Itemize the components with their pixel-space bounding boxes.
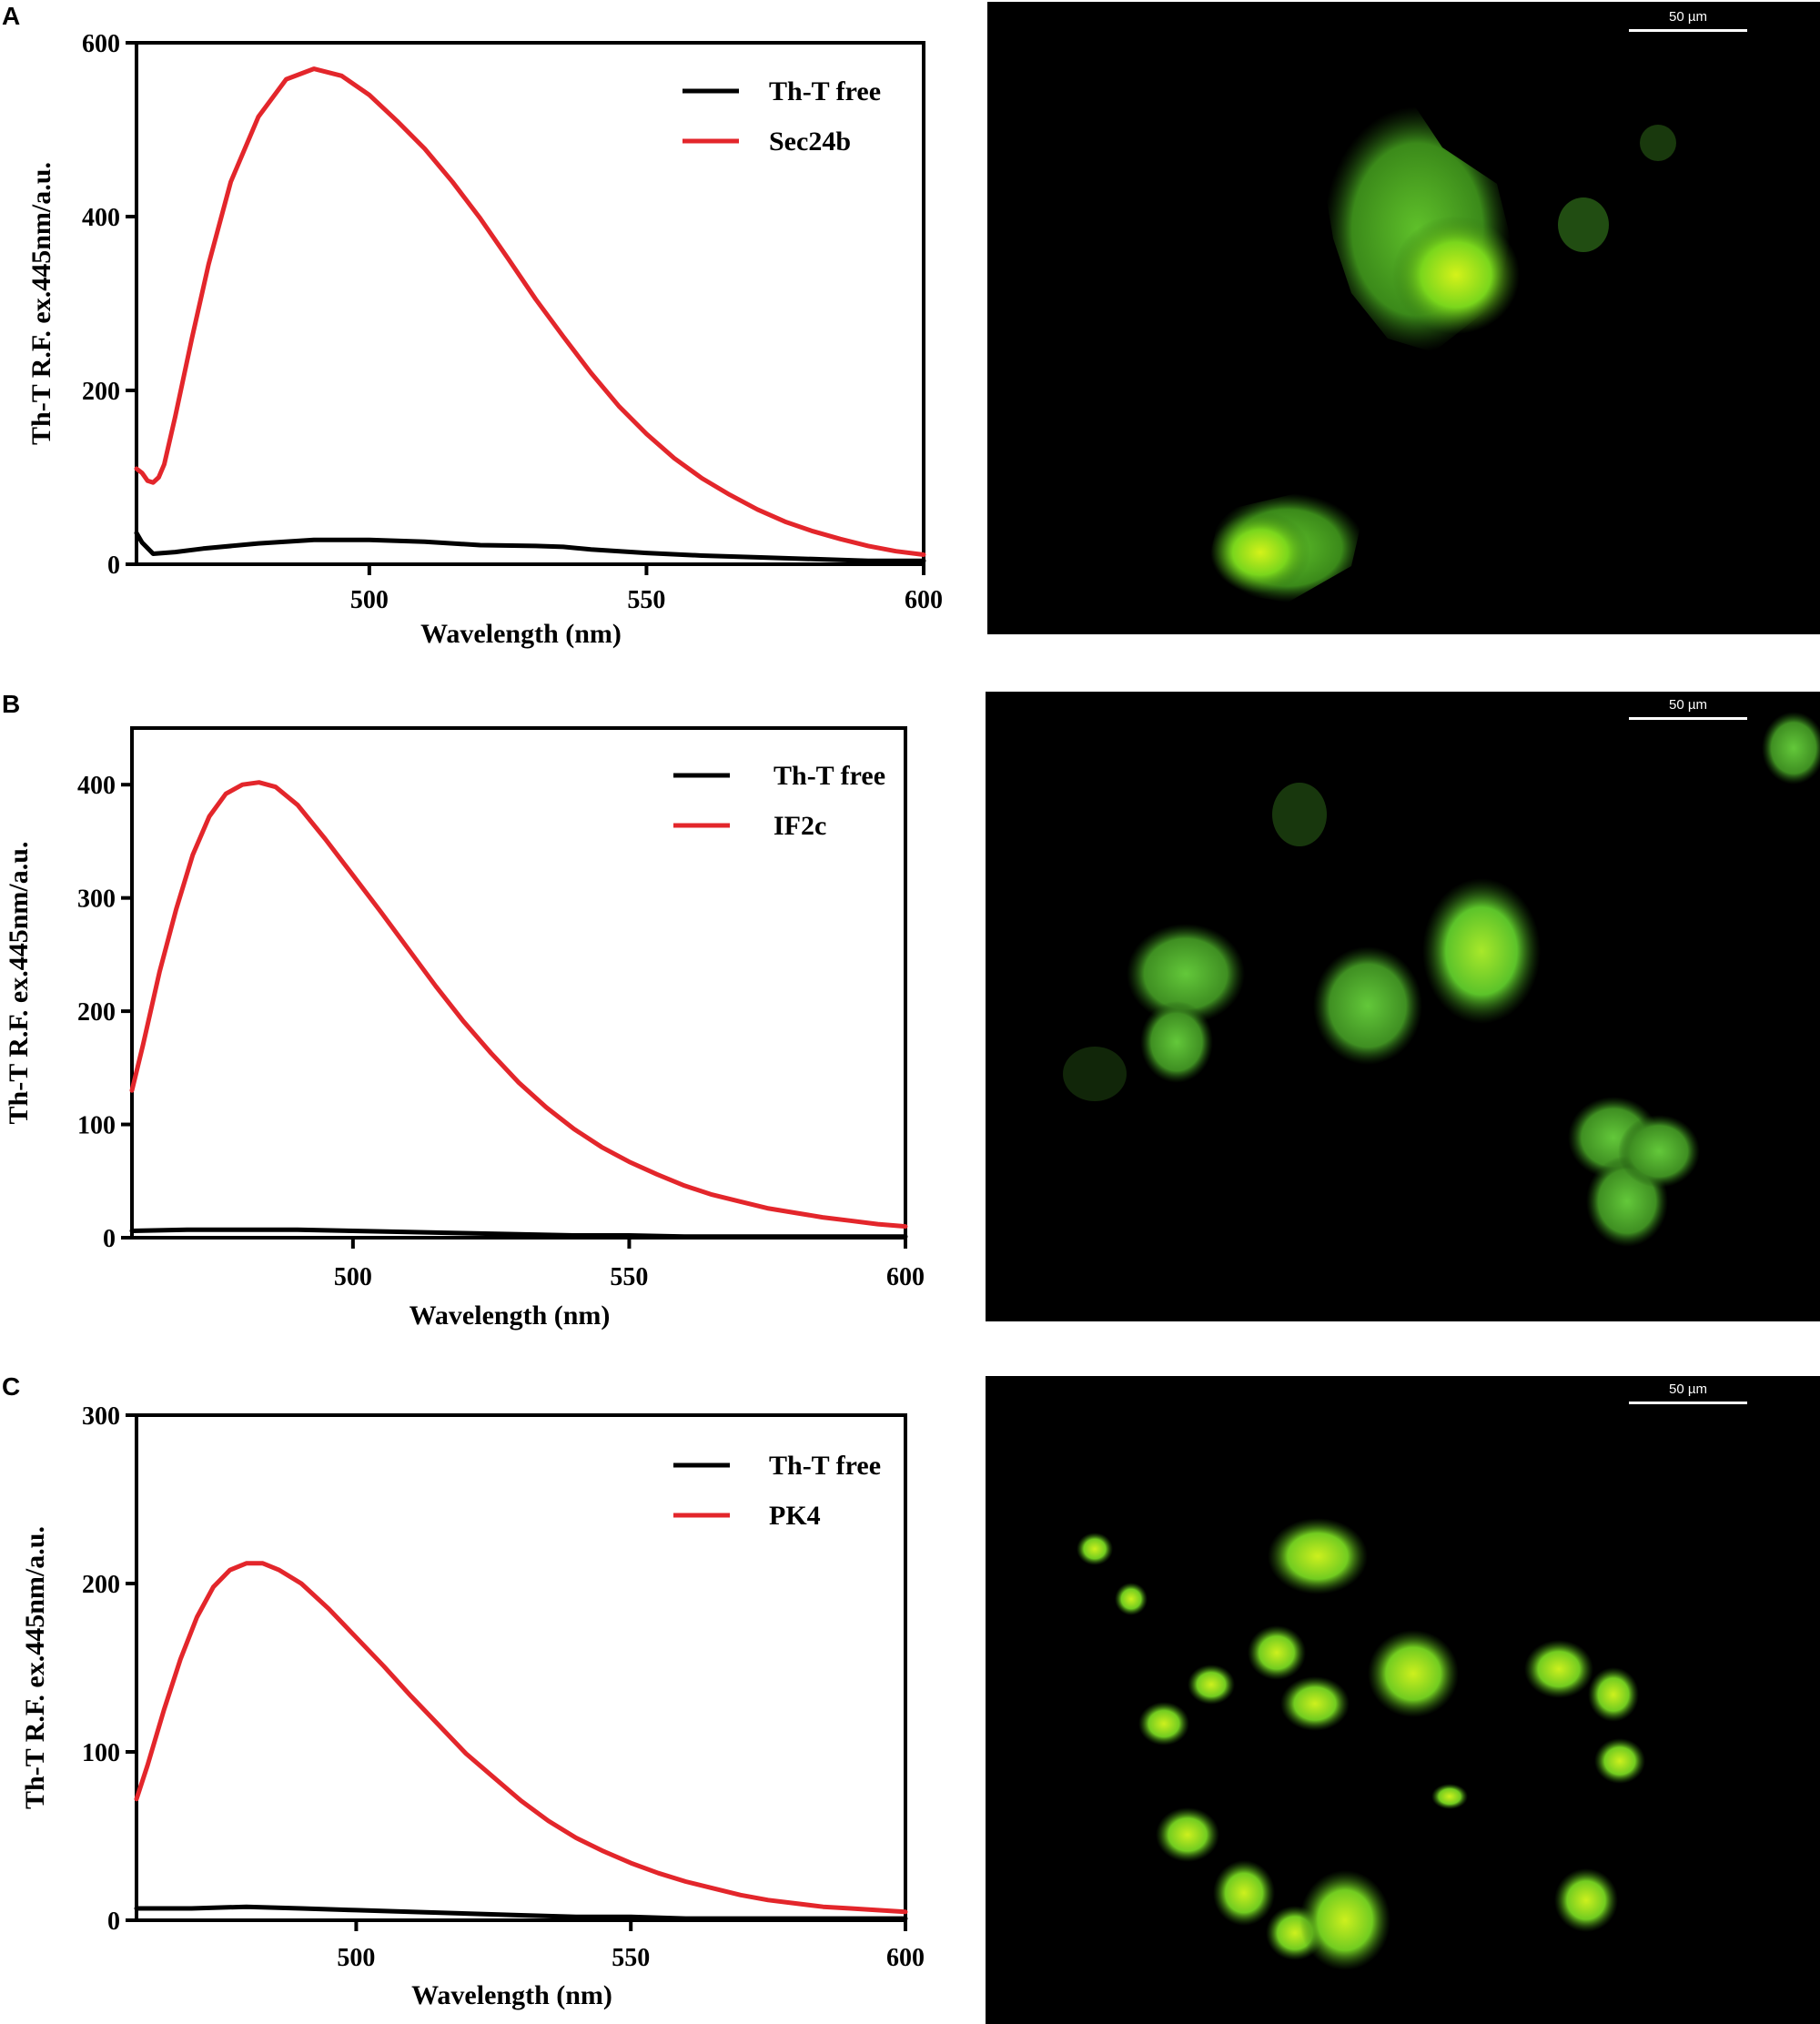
x-tick-label: 550 (612, 1944, 650, 1972)
y-tick-label: 400 (77, 772, 116, 800)
x-tick-label: 600 (886, 1944, 925, 1972)
series-line-th-t-free (134, 1904, 908, 1921)
y-axis-title: Th-T R.F. ex.445nm/a.u. (20, 1526, 50, 1809)
y-tick-label: 200 (82, 378, 120, 406)
chart-a: 0 200 400 600 500 550 600 Wavelength (nm) Th-T R… (26, 30, 943, 649)
chart-c: 0 100 200 300 500 550 600 Wavelength (nm) Th-T R… (20, 1402, 925, 2010)
micrograph-b (986, 692, 1820, 1321)
x-tick-label: 550 (627, 586, 665, 614)
x-tick-label: 600 (886, 1263, 925, 1291)
chart-b: 0 100 200 300 400 500 550 600 Wavelength (nm) Th-… (4, 726, 925, 1331)
micrograph-b-image (1063, 712, 1820, 1247)
legend-label: Th-T free (769, 76, 881, 106)
scale-label-a: 50 µm (1669, 9, 1707, 25)
scale-label-b: 50 µm (1669, 697, 1707, 713)
scale-bar-a (1629, 29, 1747, 32)
x-tick-label: 500 (337, 1944, 375, 1972)
series-line-sec24b (134, 66, 926, 557)
x-tick-label: 600 (905, 586, 943, 614)
series-line-th-t-free (129, 1227, 908, 1240)
scale-bar-b (1629, 717, 1747, 720)
x-axis-title: Wavelength (nm) (420, 619, 622, 649)
panel-label-c: C (2, 1372, 21, 1401)
x-tick-label: 500 (334, 1263, 372, 1291)
x-axis-title: Wavelength (nm) (411, 1980, 612, 2010)
x-tick-label: 500 (350, 586, 389, 614)
y-tick-label: 300 (82, 1402, 120, 1431)
y-tick-label: 200 (77, 998, 116, 1027)
scale-label-c: 50 µm (1669, 1381, 1707, 1397)
scale-bar-c (1629, 1402, 1747, 1404)
micrograph-a-image (1210, 106, 1676, 602)
micrograph-a (987, 2, 1820, 634)
series-line-th-t-free (134, 531, 926, 563)
y-tick-label: 200 (82, 1571, 120, 1599)
series-line-pk4 (134, 1561, 908, 1915)
y-tick-label: 100 (77, 1112, 116, 1140)
legend-label: Th-T free (774, 761, 885, 791)
y-tick-label: 600 (82, 30, 120, 58)
y-tick-label: 0 (107, 1908, 120, 1936)
plot-frame (135, 1413, 907, 1922)
y-tick-label: 0 (103, 1225, 116, 1253)
legend-label: Sec24b (769, 126, 851, 157)
legend-label: Th-T free (769, 1451, 881, 1481)
legend-label: IF2c (774, 811, 826, 841)
y-tick-label: 300 (77, 886, 116, 914)
x-axis-title: Wavelength (nm) (410, 1300, 611, 1331)
panel-label-b: B (2, 690, 21, 718)
y-tick-label: 0 (107, 552, 120, 580)
micrograph-c-image (1077, 1518, 1645, 1970)
y-axis-title: Th-T R.F. ex.445nm/a.u. (26, 162, 56, 445)
y-tick-label: 100 (82, 1739, 120, 1767)
y-axis-title: Th-T R.F. ex.445nm/a.u. (4, 842, 34, 1125)
plot-frame (130, 726, 907, 1240)
x-tick-label: 550 (610, 1263, 648, 1291)
micrograph-c (986, 1376, 1820, 2024)
y-tick-label: 400 (82, 204, 120, 232)
series-line-if2c (129, 780, 908, 1230)
legend-label: PK4 (769, 1501, 821, 1531)
plot-frame (135, 41, 925, 566)
panel-label-a: A (2, 2, 21, 30)
